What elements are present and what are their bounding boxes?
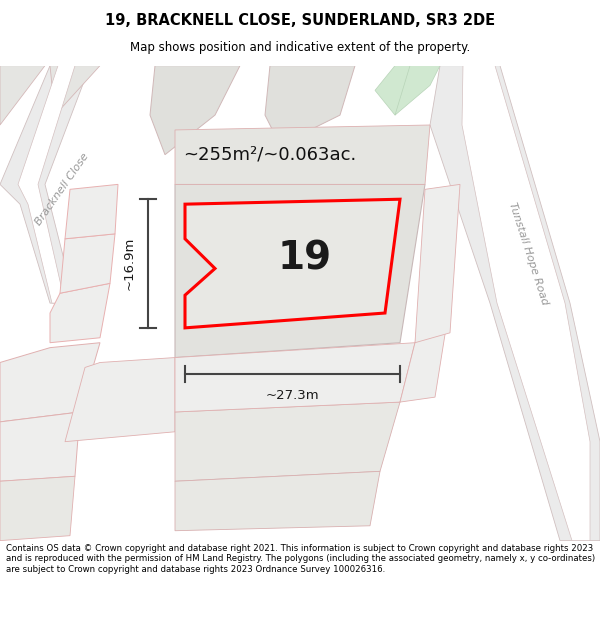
Text: ~255m²/~0.063ac.: ~255m²/~0.063ac.: [184, 146, 356, 164]
Polygon shape: [0, 66, 90, 303]
Polygon shape: [65, 357, 175, 442]
Text: Tunstall Hope Road: Tunstall Hope Road: [506, 201, 550, 306]
Polygon shape: [175, 125, 430, 184]
Polygon shape: [150, 66, 240, 154]
Text: ~16.9m: ~16.9m: [123, 237, 136, 290]
Text: Contains OS data © Crown copyright and database right 2021. This information is : Contains OS data © Crown copyright and d…: [6, 544, 595, 574]
Polygon shape: [50, 66, 100, 115]
Polygon shape: [462, 66, 590, 541]
Text: ~27.3m: ~27.3m: [266, 389, 319, 402]
Polygon shape: [395, 66, 440, 115]
Text: Bracknell Close: Bracknell Close: [34, 151, 91, 228]
Polygon shape: [60, 234, 115, 293]
Polygon shape: [0, 66, 45, 125]
Polygon shape: [185, 199, 400, 328]
Polygon shape: [375, 66, 430, 115]
Text: 19, BRACKNELL CLOSE, SUNDERLAND, SR3 2DE: 19, BRACKNELL CLOSE, SUNDERLAND, SR3 2DE: [105, 13, 495, 28]
Text: Map shows position and indicative extent of the property.: Map shows position and indicative extent…: [130, 41, 470, 54]
Polygon shape: [50, 283, 110, 342]
Polygon shape: [400, 303, 450, 402]
Polygon shape: [175, 184, 425, 358]
Polygon shape: [0, 342, 100, 422]
Polygon shape: [175, 471, 380, 531]
Polygon shape: [18, 66, 75, 303]
Text: 19: 19: [278, 239, 332, 278]
Polygon shape: [65, 184, 118, 239]
Polygon shape: [0, 476, 75, 541]
Polygon shape: [0, 412, 80, 481]
Polygon shape: [430, 66, 600, 541]
Polygon shape: [175, 402, 400, 481]
Polygon shape: [265, 66, 355, 145]
Polygon shape: [415, 184, 460, 342]
Polygon shape: [175, 342, 415, 412]
